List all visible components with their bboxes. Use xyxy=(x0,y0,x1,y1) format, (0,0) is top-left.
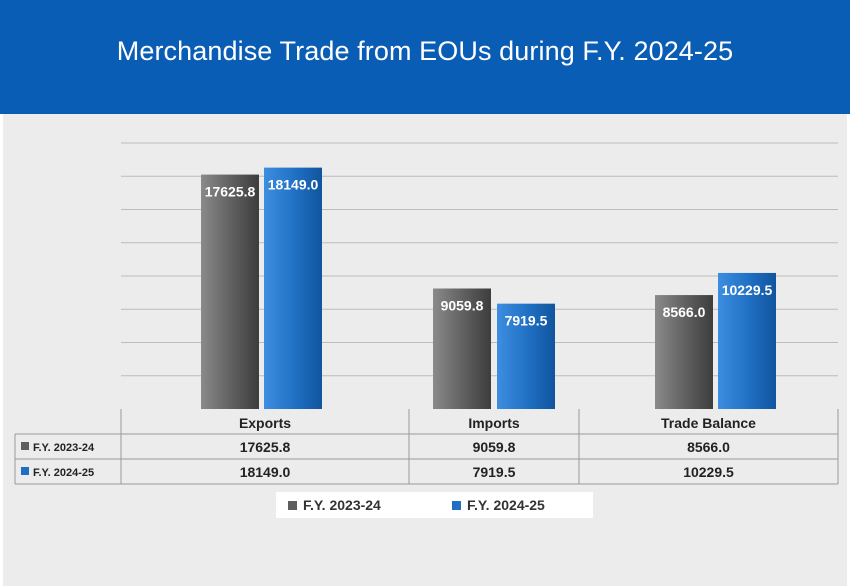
title-banner: Merchandise Trade from EOUs during F.Y. … xyxy=(0,0,850,114)
table-row-label: F.Y. 2023-24 xyxy=(33,442,95,454)
table-header-exports: Exports xyxy=(239,415,291,431)
table-cell: 17625.8 xyxy=(240,439,291,455)
table-header-imports: Imports xyxy=(468,415,520,431)
legend-swatch-2024-25 xyxy=(452,500,461,510)
table-cell: 8566.0 xyxy=(687,439,730,455)
bar-trade-balance-2024-25 xyxy=(718,272,776,409)
bar-imports-2024-25 xyxy=(497,303,555,409)
table-swatch xyxy=(21,442,29,450)
legend-item-2024-25: F.Y. 2024-25 xyxy=(452,497,545,513)
table-cell: 9059.8 xyxy=(473,439,516,455)
legend-label-2024-25: F.Y. 2024-25 xyxy=(467,497,545,513)
legend-swatch-2023-24 xyxy=(288,500,297,510)
chart-title: Merchandise Trade from EOUs during F.Y. … xyxy=(116,36,734,66)
table-header-trade-balance: Trade Balance xyxy=(661,415,756,431)
table-cell: 7919.5 xyxy=(473,464,516,480)
table-swatch xyxy=(21,467,29,475)
legend-item-2023-24: F.Y. 2023-24 xyxy=(288,497,381,513)
bar-trade-balance-2023-24 xyxy=(655,295,713,409)
table-row-label: F.Y. 2024-25 xyxy=(33,467,94,479)
legend: F.Y. 2023-24 F.Y. 2024-25 xyxy=(276,492,593,518)
data-label: 17625.8 xyxy=(205,184,256,200)
bar-exports-2024-25 xyxy=(264,167,322,409)
data-label: 10229.5 xyxy=(722,282,773,298)
data-table: Exports Imports Trade Balance F.Y. 2023-24 1… xyxy=(14,409,839,485)
data-label: 7919.5 xyxy=(505,313,548,329)
bars: 17625.8 18149.0 9059.8 7919.5 8566.0 10229.5 xyxy=(201,167,776,409)
legend-label-2023-24: F.Y. 2023-24 xyxy=(303,497,381,513)
data-label: 18149.0 xyxy=(268,177,319,193)
bar-imports-2023-24 xyxy=(433,288,491,409)
table-cell: 10229.5 xyxy=(683,464,734,480)
data-label: 9059.8 xyxy=(441,298,484,314)
bar-exports-2023-24 xyxy=(201,174,259,409)
table-cell: 18149.0 xyxy=(240,464,291,480)
data-label: 8566.0 xyxy=(663,304,706,320)
